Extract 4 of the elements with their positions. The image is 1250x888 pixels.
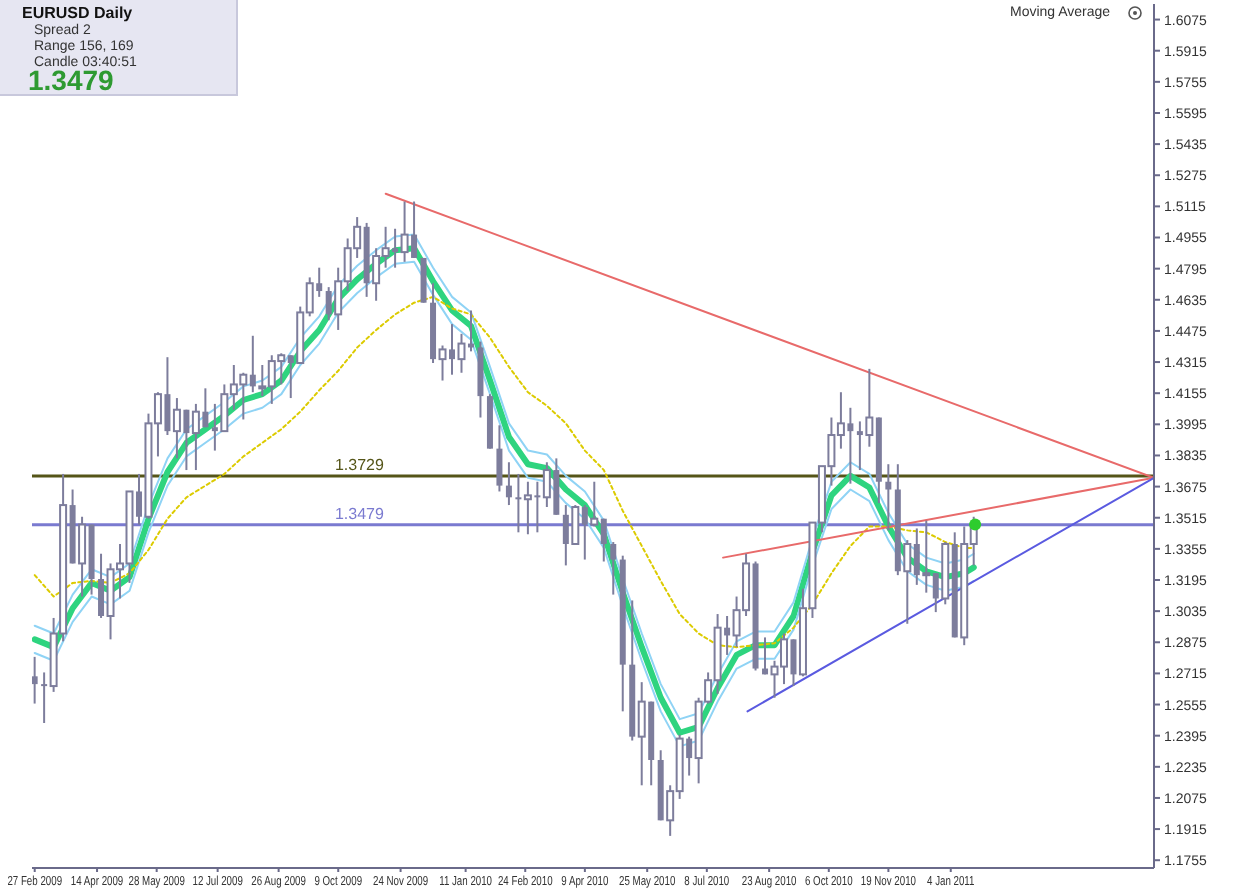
ref-line-label: 1.3479 — [334, 504, 385, 523]
ref-line-label: 1.3729 — [334, 456, 385, 475]
annotation: 1.3479 — [28, 64, 114, 96]
chart-title: EURUSD Daily — [22, 4, 133, 22]
